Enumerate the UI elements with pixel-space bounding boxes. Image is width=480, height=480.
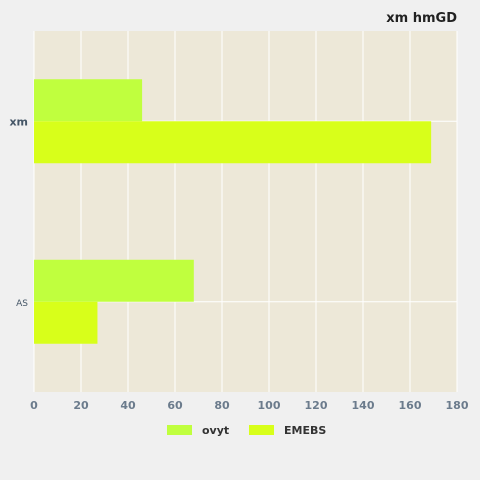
legend[interactable]: ovyt EMEBS bbox=[167, 424, 326, 437]
x-tick-label: 0 bbox=[30, 399, 38, 412]
x-tick-label: 140 bbox=[352, 399, 375, 412]
chart-title: xm hmGD bbox=[386, 11, 457, 26]
legend-swatch-EMEBS bbox=[249, 425, 274, 435]
x-tick-label: 160 bbox=[399, 399, 422, 412]
bar-EMEBS-xm[interactable] bbox=[34, 121, 432, 164]
x-tick-label: 80 bbox=[214, 399, 230, 412]
y-axis-categories: xm AS bbox=[9, 115, 28, 309]
x-tick-label: 180 bbox=[446, 399, 469, 412]
y-category-label: AS bbox=[16, 299, 28, 309]
bars bbox=[34, 79, 432, 344]
legend-label-ovyt[interactable]: ovyt bbox=[202, 424, 229, 437]
x-axis-ticks: 0 20 40 60 80 100 120 140 160 180 bbox=[30, 399, 469, 412]
x-tick-label: 100 bbox=[258, 399, 281, 412]
x-tick-label: 60 bbox=[167, 399, 183, 412]
bar-EMEBS-AS[interactable] bbox=[34, 301, 98, 344]
y-category-label: xm bbox=[9, 115, 28, 128]
bar-ovyt-AS[interactable] bbox=[34, 259, 194, 302]
legend-swatch-ovyt bbox=[167, 425, 192, 435]
x-tick-label: 40 bbox=[120, 399, 136, 412]
x-tick-label: 120 bbox=[305, 399, 328, 412]
bar-ovyt-xm[interactable] bbox=[34, 79, 143, 122]
legend-label-EMEBS[interactable]: EMEBS bbox=[284, 424, 326, 437]
x-tick-label: 20 bbox=[73, 399, 89, 412]
